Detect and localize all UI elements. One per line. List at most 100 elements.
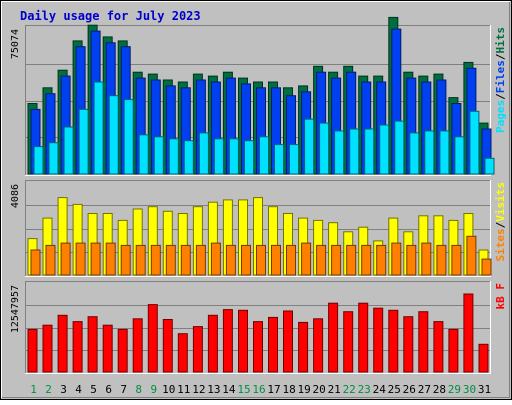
- bar-pages-day-14: [228, 138, 239, 175]
- panel-legend: kB F: [494, 283, 507, 310]
- legend-entry-0: Sites: [494, 228, 507, 261]
- day-label-25: 25: [388, 383, 401, 396]
- bar-sites-day-16: [256, 244, 266, 276]
- day-label-20: 20: [312, 383, 325, 396]
- day-label-4: 4: [75, 383, 82, 396]
- bar-sites-day-24: [376, 244, 387, 276]
- bar-kb-f-day-5: [87, 316, 98, 373]
- bar-kb-f-day-10: [162, 319, 173, 373]
- bar-pages-day-29: [454, 136, 465, 175]
- day-label-31: 31: [478, 383, 491, 396]
- day-label-28: 28: [433, 383, 446, 396]
- bar-sites-day-10: [165, 244, 176, 276]
- bar-pages-day-19: [304, 118, 315, 175]
- bar-sites-day-20: [316, 244, 327, 276]
- bar-sites-day-26: [406, 244, 417, 276]
- bar-kb-f-day-14: [222, 309, 233, 373]
- bar-pages-day-3: [63, 126, 74, 175]
- bar-pages-day-25: [394, 120, 405, 175]
- bar-sites-day-9: [150, 244, 161, 276]
- bar-pages-day-15: [244, 140, 254, 175]
- bar-kb-f-day-26: [403, 316, 414, 373]
- bar-kb-f-day-29: [448, 328, 459, 373]
- day-label-1: 1: [30, 383, 37, 396]
- day-label-17: 17: [267, 383, 280, 396]
- day-label-24: 24: [373, 383, 387, 396]
- bar-sites-day-25: [391, 242, 402, 276]
- day-label-22: 22: [343, 383, 356, 396]
- bar-kb-f-day-1: [27, 328, 38, 373]
- panel-visits-sites: 4086 Sites/Visits: [10, 180, 507, 277]
- bar-sites-day-30: [466, 235, 477, 276]
- bar-pages-day-2: [48, 142, 59, 175]
- bar-pages-day-24: [379, 124, 390, 175]
- bar-kb-f-day-4: [72, 321, 83, 373]
- bar-pages-day-11: [183, 140, 194, 175]
- bar-kb-f-day-24: [373, 307, 384, 373]
- y-max-label: 75074: [10, 29, 21, 59]
- bar-kb-f-day-3: [57, 314, 68, 373]
- legend-entry-4: Hits: [494, 27, 507, 54]
- bar-pages-day-21: [334, 130, 345, 175]
- day-label-21: 21: [328, 383, 341, 396]
- day-label-2: 2: [45, 383, 52, 396]
- panel-legend: Sites/Visits: [494, 182, 507, 262]
- y-max-label: 4086: [10, 184, 21, 208]
- day-label-29: 29: [448, 383, 461, 396]
- bar-sites-day-1: [30, 249, 41, 276]
- bar-sites-day-13: [210, 242, 221, 276]
- bar-sites-day-5: [90, 242, 101, 276]
- bar-sites-day-23: [361, 244, 372, 276]
- bar-sites-day-12: [195, 244, 206, 276]
- bar-pages-day-10: [168, 138, 179, 175]
- bar-kb-f-day-8: [132, 318, 143, 373]
- bar-pages-day-30: [469, 110, 480, 175]
- day-label-9: 9: [150, 383, 157, 396]
- bar-pages-day-22: [349, 128, 360, 175]
- bar-pages-day-9: [153, 136, 164, 175]
- bar-sites-day-18: [286, 244, 296, 276]
- bar-kb-f-day-21: [328, 302, 339, 373]
- bar-pages-day-7: [123, 99, 134, 175]
- day-label-11: 11: [177, 383, 190, 396]
- bar-kb-f-day-31: [478, 343, 489, 373]
- day-label-5: 5: [90, 383, 97, 396]
- bar-sites-day-29: [451, 244, 462, 276]
- legend-entry-0: kB F: [494, 283, 507, 310]
- bar-pages-day-23: [364, 128, 375, 175]
- panel-kbf: 12547957 kB F: [10, 281, 507, 374]
- bar-kb-f-day-18: [283, 310, 293, 373]
- bar-kb-f-day-25: [388, 309, 399, 373]
- bar-kb-f-day-6: [102, 324, 113, 373]
- bar-sites-day-6: [105, 242, 116, 276]
- bar-sites-day-3: [60, 242, 71, 276]
- bar-pages-day-17: [274, 144, 284, 175]
- bar-sites-day-27: [421, 242, 432, 276]
- bar-kb-f-day-20: [313, 318, 324, 373]
- bar-pages-day-5: [93, 81, 104, 175]
- bar-pages-day-26: [409, 132, 420, 175]
- day-label-10: 10: [162, 383, 175, 396]
- bar-pages-day-28: [439, 130, 450, 175]
- bar-kb-f-day-30: [463, 293, 474, 373]
- bar-sites-day-11: [180, 244, 191, 276]
- legend-entry-1: /: [494, 221, 507, 228]
- day-label-7: 7: [120, 383, 127, 396]
- bar-sites-day-14: [225, 244, 236, 276]
- bar-sites-day-7: [120, 244, 131, 276]
- bar-sites-day-4: [75, 242, 86, 276]
- bar-pages-day-20: [319, 122, 330, 175]
- day-label-23: 23: [358, 383, 371, 396]
- day-label-27: 27: [418, 383, 431, 396]
- bar-kb-f-day-23: [358, 302, 369, 373]
- bar-pages-day-27: [424, 130, 435, 175]
- bar-pages-day-18: [289, 144, 299, 175]
- bar-pages-day-13: [213, 138, 224, 175]
- day-label-15: 15: [237, 383, 250, 396]
- bar-sites-day-21: [331, 244, 342, 276]
- legend-entry-0: Pages: [494, 100, 507, 133]
- legend-entry-1: /: [494, 93, 507, 100]
